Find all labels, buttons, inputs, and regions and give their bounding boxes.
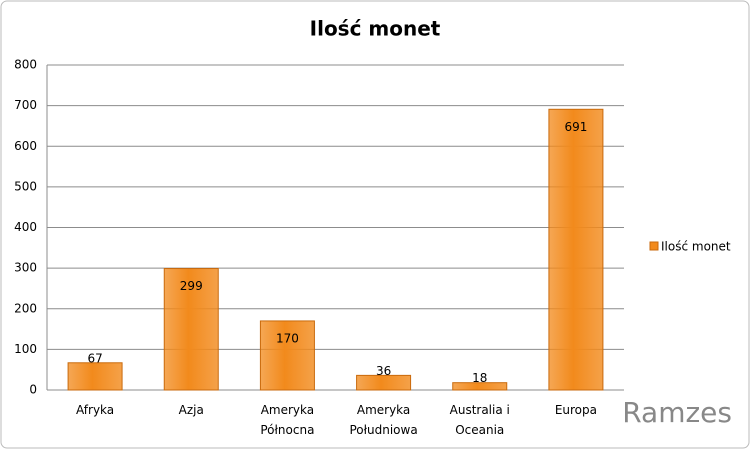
- bar: [548, 108, 604, 391]
- y-tick-label: 100: [14, 342, 37, 356]
- y-tick-label: 200: [14, 301, 37, 315]
- y-tick-label: 600: [14, 139, 37, 153]
- chart-title: Ilość monet: [310, 17, 441, 41]
- x-tick-label: Afryka: [76, 403, 115, 417]
- y-tick-label: 800: [14, 58, 37, 72]
- legend-marker: [649, 241, 659, 251]
- value-label: 299: [180, 279, 203, 293]
- value-label: 691: [564, 120, 587, 134]
- y-tick-label: 0: [29, 383, 37, 397]
- bar: [452, 382, 508, 391]
- x-tick-label: Ameryka Północna: [260, 403, 315, 437]
- bar: [67, 362, 123, 391]
- y-tick-label: 700: [14, 98, 37, 112]
- x-tick-label: Azja: [178, 403, 204, 417]
- value-label: 36: [376, 364, 391, 378]
- legend-label: Ilość monet: [661, 240, 731, 254]
- bar: [259, 320, 315, 391]
- y-tick-label: 400: [14, 220, 37, 234]
- value-label: 67: [87, 351, 102, 365]
- value-label: 170: [276, 331, 299, 345]
- x-tick-label: Australia i Oceania: [449, 403, 510, 437]
- y-tick-label: 500: [14, 179, 37, 193]
- y-tick-label: 300: [14, 261, 37, 275]
- bar: [356, 374, 412, 391]
- x-tick-label: Ameryka Południowa: [349, 403, 418, 437]
- watermark: Ramzes: [622, 396, 732, 429]
- value-label: 18: [472, 371, 487, 385]
- x-tick-label: Europa: [554, 403, 597, 417]
- bar: [163, 268, 219, 391]
